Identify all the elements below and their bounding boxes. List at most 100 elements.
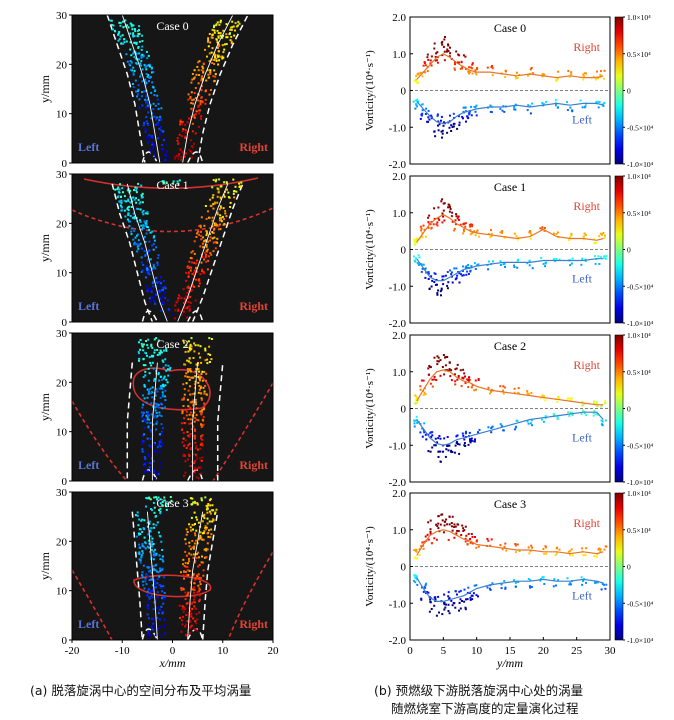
vorticity-point — [473, 230, 476, 233]
vortex-center-point — [152, 285, 155, 288]
vortex-center-point — [152, 550, 155, 553]
vortex-center-point — [187, 285, 190, 288]
vortex-center-point — [146, 267, 149, 270]
vortex-center-point — [208, 337, 211, 340]
vortex-center-point — [188, 545, 191, 548]
vortex-center-point — [127, 199, 130, 202]
vortex-center-point — [178, 179, 181, 182]
vortex-center-point — [223, 48, 226, 51]
vorticity-point — [430, 114, 433, 117]
vortex-center-point — [204, 256, 207, 259]
vortex-center-point — [143, 90, 146, 93]
colorbar-tick-label: -1.0×10⁴ — [627, 319, 654, 328]
vorticity-point — [434, 598, 437, 601]
vorticity-point — [469, 223, 472, 226]
vorticity-point — [432, 223, 435, 226]
vortex-center-point — [148, 240, 151, 243]
vortex-center-point — [161, 407, 164, 410]
vortex-center-point — [192, 401, 195, 404]
vortex-center-point — [200, 498, 203, 501]
vortex-center-point — [152, 148, 155, 150]
vorticity-point — [474, 69, 477, 72]
vortex-center-point — [204, 349, 207, 352]
vorticity-point — [456, 434, 459, 437]
vortex-center-point — [190, 376, 193, 379]
vortex-center-point — [147, 636, 150, 639]
vorticity-point — [444, 606, 447, 609]
vortex-center-point — [109, 19, 112, 22]
vortex-center-point — [152, 622, 155, 625]
vorticity-point — [567, 70, 570, 72]
vorticity-point — [450, 215, 453, 218]
vortex-center-point — [176, 137, 179, 139]
vorticity-point — [462, 117, 464, 120]
vortex-center-point — [166, 317, 168, 320]
vorticity-point — [557, 70, 560, 73]
vortex-center-point — [183, 422, 186, 424]
vortex-center-point — [193, 586, 196, 589]
vortex-center-point — [161, 596, 164, 599]
vortex-center-point — [199, 379, 201, 382]
vortex-center-point — [152, 280, 155, 283]
vortex-center-point — [140, 56, 143, 59]
vortex-center-point — [187, 360, 190, 363]
vortex-center-point — [148, 249, 151, 252]
vortex-center-point — [195, 516, 198, 519]
vortex-center-point — [153, 579, 156, 582]
vortex-center-point — [204, 359, 207, 362]
vortex-center-point — [130, 201, 133, 204]
vortex-center-point — [192, 547, 195, 550]
vortex-center-point — [148, 356, 151, 359]
vortex-center-point — [146, 525, 149, 528]
vortex-center-point — [197, 285, 200, 288]
vorticity-point — [429, 62, 432, 65]
vorticity-point — [414, 574, 417, 577]
vorticity-point — [500, 424, 503, 427]
vortex-center-point — [152, 236, 155, 239]
vortex-center-point — [199, 345, 202, 348]
vortex-center-point — [145, 270, 147, 273]
vorticity-point — [455, 50, 458, 53]
vortex-center-point — [124, 25, 127, 28]
vortex-center-point — [204, 251, 207, 254]
vortex-center-point — [188, 305, 191, 308]
vortex-center-point — [138, 352, 140, 355]
panel-frame — [71, 173, 274, 323]
vortex-center-point — [153, 153, 156, 156]
vortex-center-point — [157, 612, 160, 615]
vortex-center-point — [205, 234, 208, 237]
vortex-center-point — [164, 158, 167, 161]
vorticity-point — [455, 442, 458, 444]
vortex-center-point — [197, 82, 200, 85]
vortex-center-point — [193, 591, 195, 594]
vortex-center-point — [149, 421, 152, 424]
vortex-center-point — [142, 263, 145, 266]
vortex-center-point — [195, 529, 198, 532]
vorticity-point — [415, 550, 417, 552]
vortex-center-point — [213, 236, 216, 239]
vorticity-point — [474, 234, 477, 237]
vortex-center-point — [212, 179, 215, 181]
vortex-center-point — [155, 246, 158, 249]
vortex-center-point — [147, 425, 150, 428]
vortex-center-point — [216, 41, 219, 44]
vortex-center-point — [155, 281, 158, 284]
vorticity-point — [461, 376, 464, 379]
vortex-center-point — [161, 590, 164, 593]
vortex-center-point — [193, 601, 196, 604]
vorticity-point — [469, 229, 472, 232]
vortex-center-point — [230, 40, 233, 43]
vortex-center-point — [178, 153, 181, 156]
vorticity-point — [436, 360, 439, 363]
vortex-center-point — [148, 134, 151, 137]
vorticity-point — [420, 227, 423, 230]
vortex-center-point — [183, 341, 185, 344]
vortex-center-point — [196, 270, 199, 273]
vortex-center-point — [191, 523, 194, 526]
vorticity-point — [503, 110, 506, 113]
vortex-center-point — [151, 545, 154, 548]
vorticity-point — [433, 47, 436, 50]
vortex-center-point — [197, 125, 200, 128]
vortex-center-point — [220, 216, 223, 219]
